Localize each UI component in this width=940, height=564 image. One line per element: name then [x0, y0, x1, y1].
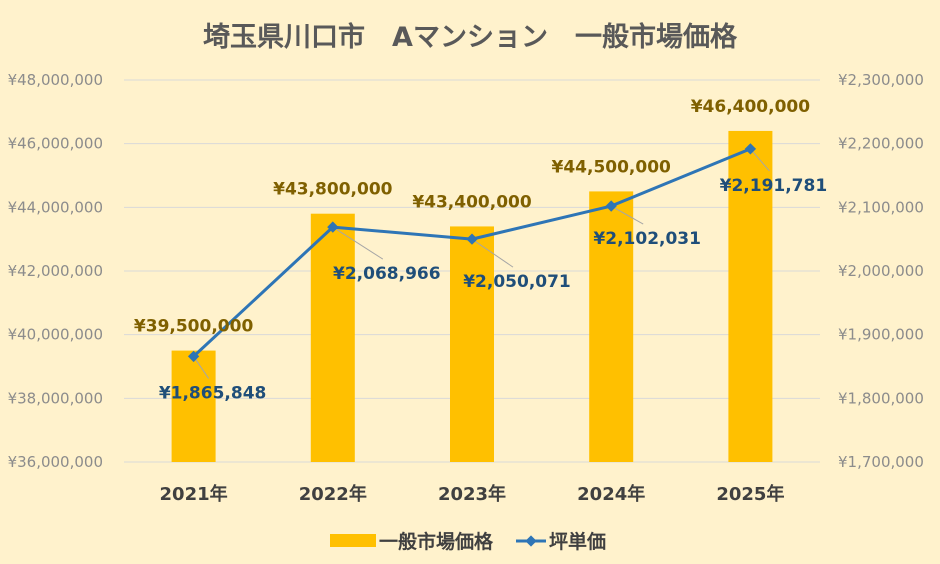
- line-data-label: ¥2,068,966: [333, 264, 441, 284]
- line-point: [187, 350, 200, 363]
- leader-line: [332, 226, 384, 260]
- left-axis-tick-label: ¥40,000,000: [8, 326, 103, 344]
- bar-data-label: ¥39,500,000: [134, 317, 254, 337]
- left-axis-tick-label: ¥44,000,000: [8, 198, 103, 216]
- legend-label-tsubo-price: 坪単価: [549, 530, 606, 553]
- line-data-label: ¥1,865,848: [159, 383, 267, 403]
- x-axis-tick-label: 2024年: [577, 483, 645, 505]
- line-data-labels: ¥1,865,848 ¥2,068,966 ¥2,050,071 ¥2,102,031…: [159, 176, 827, 404]
- line-point: [605, 200, 617, 212]
- bar-data-label: ¥46,400,000: [691, 97, 811, 117]
- x-axis-tick-label: 2021年: [160, 483, 228, 505]
- x-axis-ticks: 2021年 2022年 2023年 2024年 2025年: [160, 483, 785, 505]
- left-axis-tick-label: ¥36,000,000: [8, 453, 103, 471]
- line-data-label: ¥2,050,071: [463, 272, 571, 292]
- leader-line: [610, 205, 644, 225]
- leader-line: [193, 356, 210, 379]
- right-axis-tick-label: ¥2,200,000: [838, 135, 924, 153]
- bar: [310, 213, 355, 462]
- right-axis-tick-label: ¥1,800,000: [838, 389, 924, 407]
- line-point: [744, 143, 757, 155]
- bar: [450, 226, 494, 462]
- line-point: [466, 233, 478, 245]
- legend-label-market-price: 一般市場価格: [379, 530, 494, 553]
- bar: [589, 191, 634, 462]
- label-leader-lines: [193, 148, 770, 379]
- bar-data-label: ¥44,500,000: [552, 157, 672, 177]
- bar-data-labels: ¥39,500,000 ¥43,800,000 ¥43,400,000 ¥44,500…: [134, 97, 810, 337]
- legend[interactable]: 一般市場価格 坪単価: [330, 530, 606, 553]
- leader-line: [750, 148, 770, 172]
- right-axis-tick-label: ¥2,100,000: [838, 198, 924, 216]
- chart-title: 埼玉県川口市 Aマンション 一般市場価格: [203, 21, 738, 53]
- legend-swatch-marker: [525, 535, 537, 547]
- legend-swatch-bar: [330, 534, 376, 547]
- right-axis-tick-label: ¥2,000,000: [838, 262, 924, 280]
- left-axis-tick-label: ¥46,000,000: [8, 135, 103, 153]
- bar-series: [171, 130, 773, 462]
- leader-line: [471, 238, 514, 268]
- bar: [171, 350, 216, 462]
- line-point: [327, 221, 339, 233]
- left-axis-tick-label: ¥48,000,000: [8, 71, 103, 89]
- right-axis-tick-label: ¥2,300,000: [838, 71, 924, 89]
- left-axis-ticks: ¥36,000,000 ¥38,000,000 ¥40,000,000 ¥42,000…: [8, 71, 103, 471]
- x-axis-tick-label: 2025年: [716, 483, 784, 505]
- left-axis-tick-label: ¥42,000,000: [8, 262, 103, 280]
- line-data-label: ¥2,191,781: [720, 176, 828, 196]
- right-axis-tick-label: ¥1,900,000: [838, 326, 924, 344]
- line-series: [187, 143, 757, 363]
- bar-data-label: ¥43,800,000: [273, 180, 393, 200]
- x-axis-tick-label: 2022年: [299, 483, 367, 505]
- right-axis-tick-label: ¥1,700,000: [838, 453, 924, 471]
- left-axis-tick-label: ¥38,000,000: [8, 389, 103, 407]
- bar: [728, 130, 773, 462]
- right-axis-ticks: ¥1,700,000 ¥1,800,000 ¥1,900,000 ¥2,000,000…: [838, 71, 924, 471]
- x-axis-tick-label: 2023年: [438, 483, 506, 505]
- bar-data-label: ¥43,400,000: [412, 192, 532, 212]
- line-data-label: ¥2,102,031: [593, 229, 701, 249]
